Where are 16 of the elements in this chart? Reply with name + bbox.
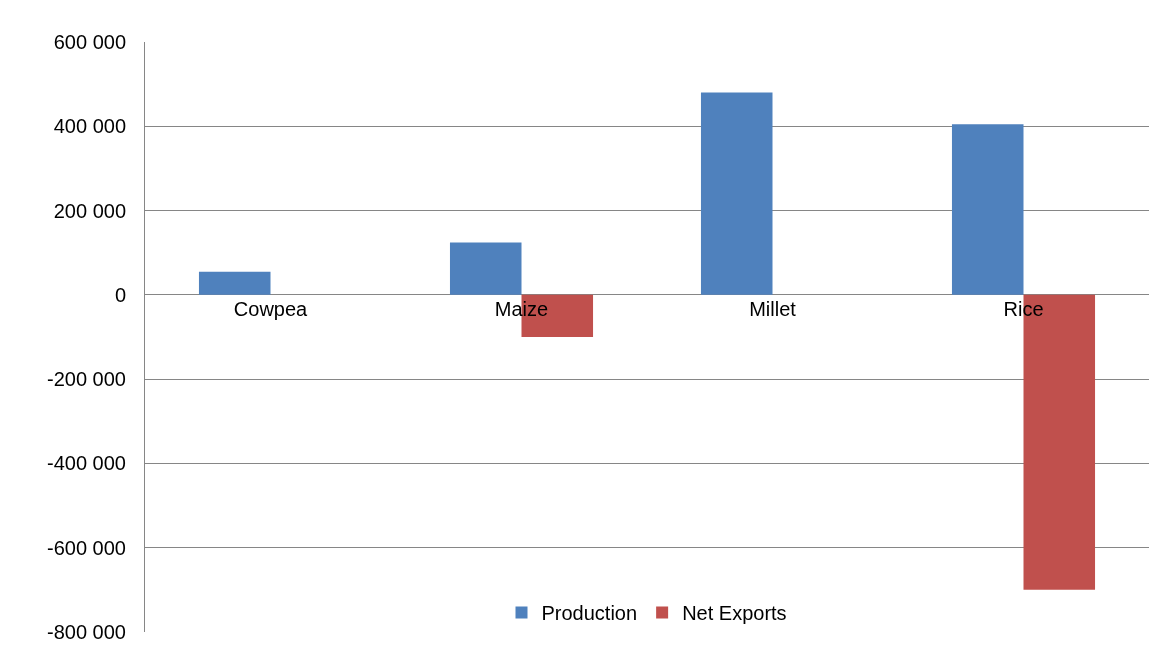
- y-tick-label: -800 000: [47, 621, 126, 643]
- y-tick-label: -200 000: [47, 368, 126, 391]
- y-tick-label: 600 000: [53, 31, 126, 53]
- bar: [198, 271, 271, 295]
- legend-label: Net Exports: [682, 602, 787, 625]
- bar: [700, 92, 773, 295]
- y-tick-label: 400 000: [53, 115, 126, 138]
- bar: [449, 242, 522, 295]
- x-tick-label: Millet: [749, 297, 797, 320]
- y-tick-label: 0: [114, 283, 126, 306]
- legend-label: Production: [541, 602, 638, 625]
- bar: [951, 124, 1024, 295]
- y-tick-label: 200 000: [53, 199, 126, 222]
- y-tick-label: -400 000: [47, 452, 126, 475]
- x-tick-label: Cowpea: [233, 297, 309, 320]
- y-tick-label: -600 000: [47, 536, 126, 559]
